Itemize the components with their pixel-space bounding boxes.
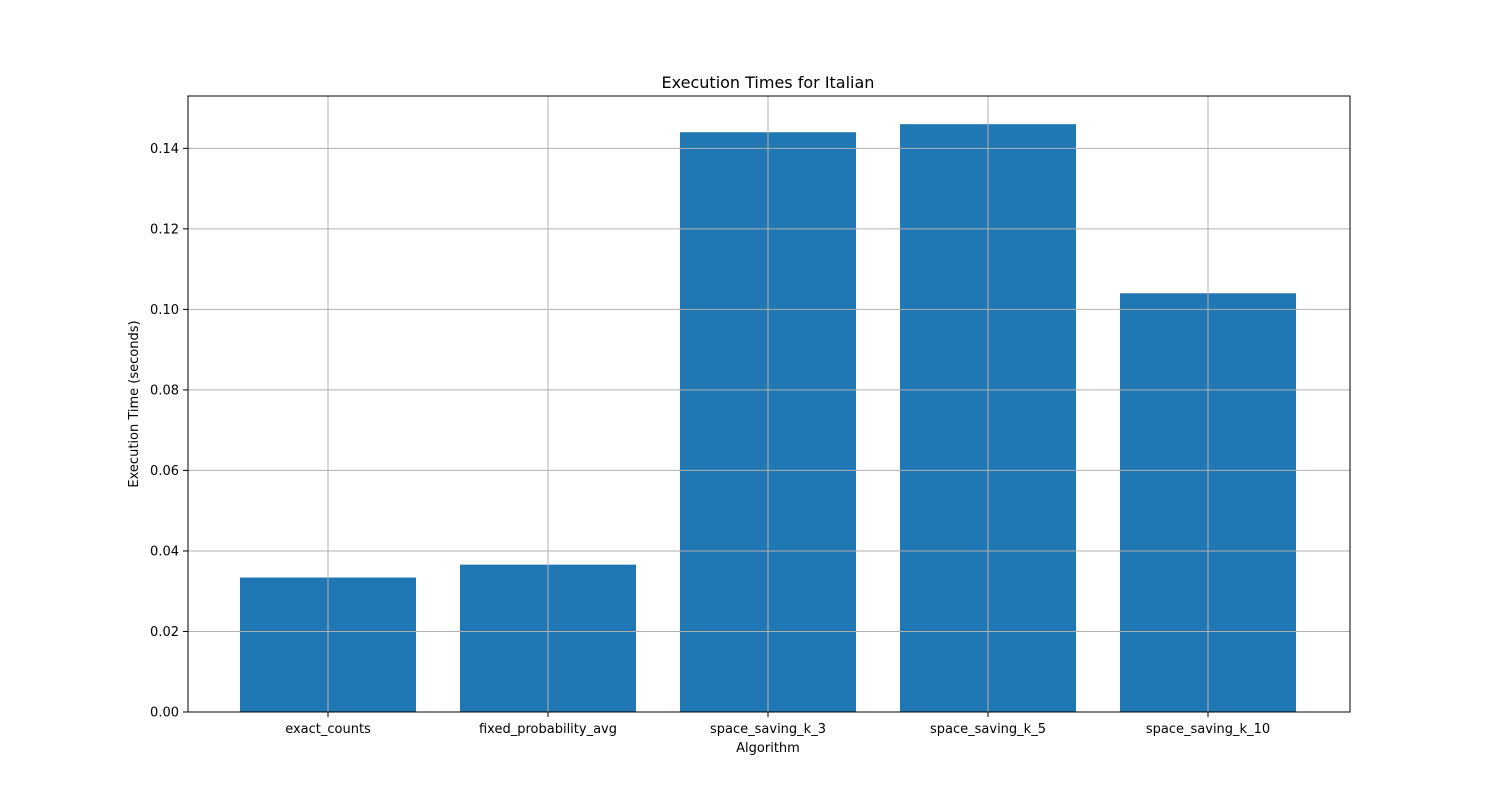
x-axis: exact_counts fixed_probability_avg space_s… — [285, 712, 1270, 737]
y-axis-title: Execution Time (seconds) — [127, 320, 142, 487]
y-tick-label: 0.14 — [150, 142, 179, 157]
x-axis-title: Algorithm — [736, 741, 800, 756]
y-tick-label: 0.04 — [150, 544, 179, 559]
y-tick-label: 0.12 — [150, 222, 179, 237]
y-tick-label: 0.02 — [150, 625, 179, 640]
y-tick-label: 0.10 — [150, 303, 179, 318]
x-tick-label: space_saving_k_5 — [930, 722, 1046, 737]
chart-title: Execution Times for Italian — [662, 73, 875, 92]
x-tick-label: space_saving_k_3 — [710, 722, 826, 737]
y-tick-label: 0.00 — [150, 706, 179, 721]
y-axis: 0.00 0.02 0.04 0.06 0.08 0.10 0.12 0.14 — [150, 142, 188, 721]
y-tick-label: 0.08 — [150, 383, 179, 398]
plot-area-frame — [187, 95, 1351, 713]
x-tick-label: exact_counts — [285, 722, 371, 737]
y-tick-label: 0.06 — [150, 464, 179, 479]
x-tick-label: fixed_probability_avg — [479, 722, 617, 737]
x-tick-label: space_saving_k_10 — [1146, 722, 1270, 737]
